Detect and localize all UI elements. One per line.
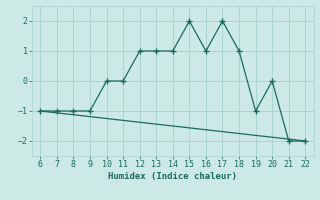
X-axis label: Humidex (Indice chaleur): Humidex (Indice chaleur) [108,172,237,181]
